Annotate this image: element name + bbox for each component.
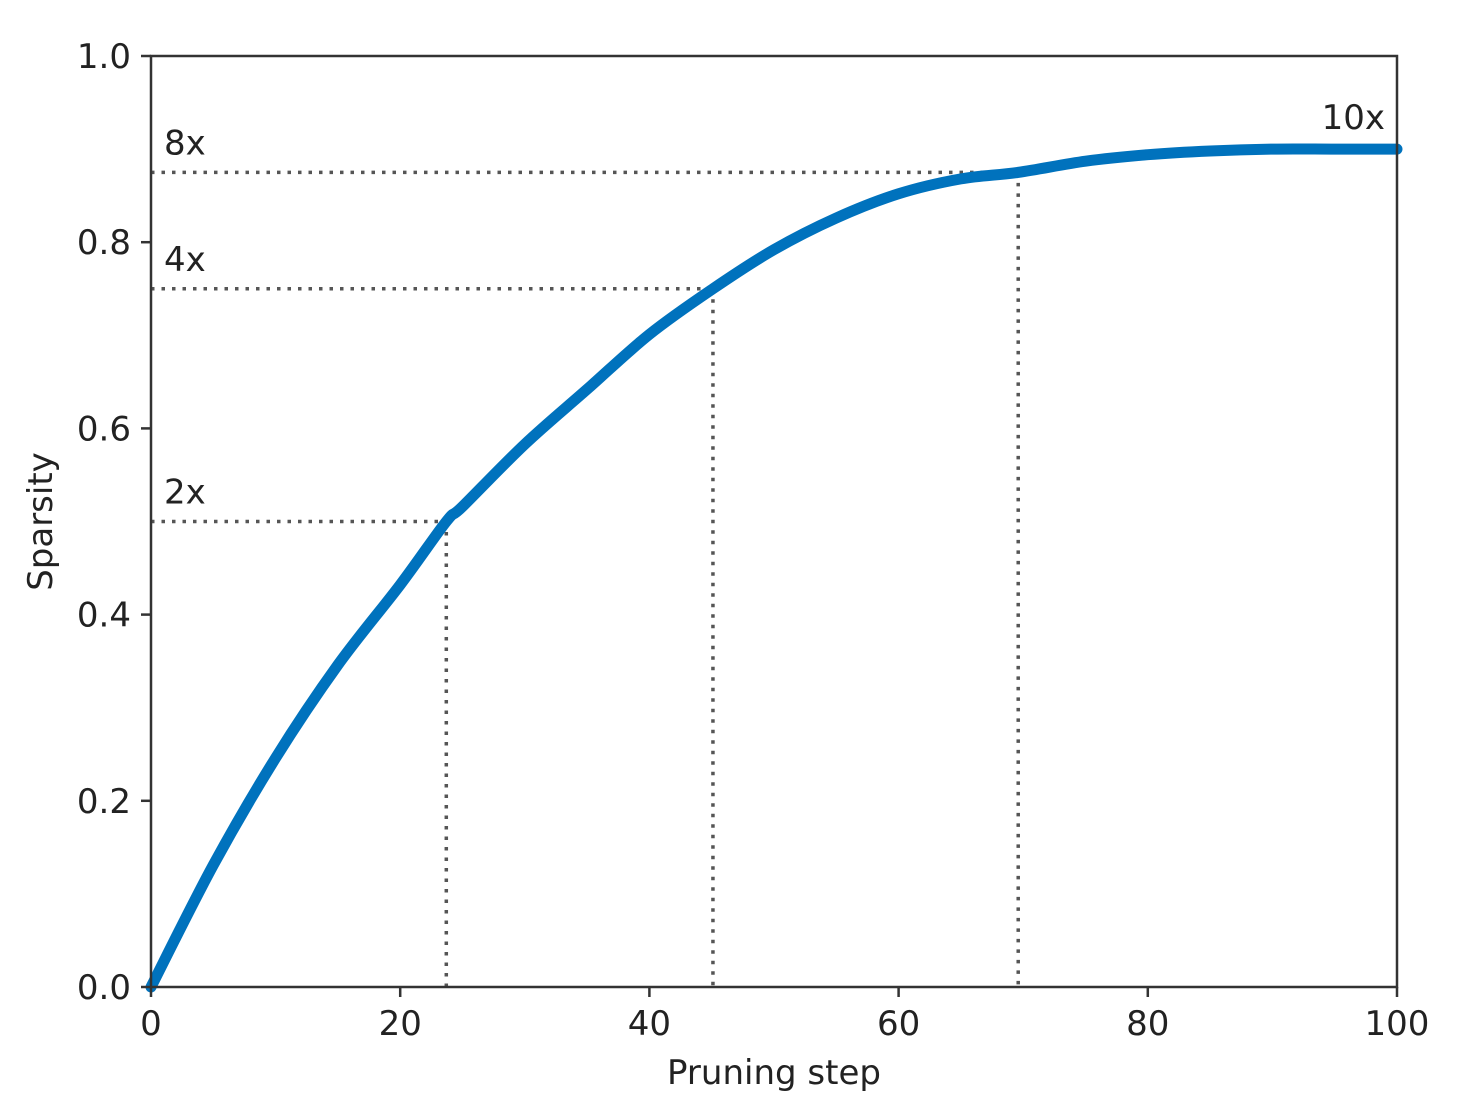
axis-ticks: 0 20 40 60 80 100 0.0 0.2 0.4 0.6 0.8 1.0 <box>77 37 1430 1044</box>
sparsity-curve <box>145 143 1403 993</box>
reference-lines <box>151 170 1020 987</box>
y-axis-label: Sparsity <box>21 452 61 591</box>
y-tick-label: 0.0 <box>77 968 131 1008</box>
annotation-8x: 8x <box>164 123 206 163</box>
y-tick-label: 0.2 <box>77 782 131 822</box>
x-tick-label: 20 <box>379 1004 422 1044</box>
annotations: 2x 4x 8x 10x <box>164 98 1385 512</box>
y-tick-label: 1.0 <box>77 37 131 77</box>
x-tick-label: 80 <box>1126 1004 1169 1044</box>
y-tick-label: 0.4 <box>77 596 131 636</box>
y-tick-label: 0.8 <box>77 223 131 263</box>
x-tick-label: 60 <box>877 1004 920 1044</box>
x-tick-label: 40 <box>628 1004 671 1044</box>
x-tick-label: 0 <box>140 1004 162 1044</box>
plot-frame <box>149 54 1399 989</box>
y-tick-label: 0.6 <box>77 409 131 449</box>
x-axis-label: Pruning step <box>667 1053 881 1093</box>
annotation-2x: 2x <box>164 473 206 513</box>
annotation-10x: 10x <box>1322 98 1385 138</box>
annotation-4x: 4x <box>164 240 206 280</box>
x-tick-label: 100 <box>1365 1004 1430 1044</box>
